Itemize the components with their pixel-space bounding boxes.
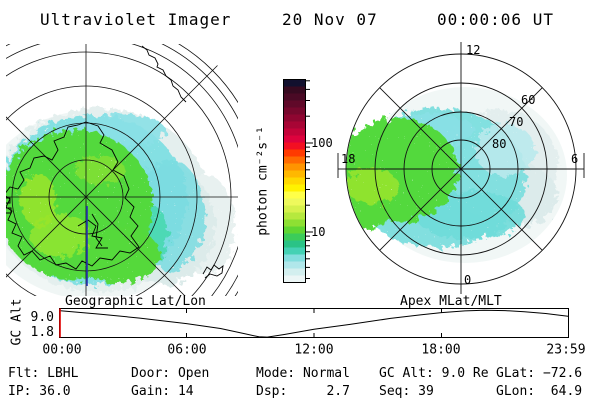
mlt-label-12: 12 — [466, 43, 481, 57]
ytick-1-8: 1.8 — [30, 325, 54, 340]
aurora-image-apex — [346, 87, 567, 263]
xtick-1200: 12:00 — [294, 342, 334, 358]
plot-title-apex: Apex MLat/MLT — [400, 294, 502, 309]
xtick-2359: 23:59 — [546, 342, 586, 358]
xtick-0000: 00:00 — [42, 342, 82, 358]
status-dsp: Dsp: 2.7 — [256, 384, 350, 399]
mlt-label-0: 0 — [464, 273, 472, 287]
status-seq: Seq: 39 — [379, 384, 434, 399]
apex-grid — [337, 42, 585, 294]
time-label: 00:00:06 UT — [437, 10, 554, 29]
geographic-grid — [6, 44, 238, 296]
geographic-plot — [6, 44, 238, 296]
xtick-0600: 06:00 — [167, 342, 207, 358]
app-title: Ultraviolet Imager — [40, 10, 232, 29]
timeline-plot — [58, 308, 570, 338]
colorbar-ticks — [306, 80, 313, 279]
status-door: Door: Open — [131, 366, 210, 381]
antarctica-coastline — [6, 45, 224, 279]
mlat-label-60: 60 — [521, 93, 536, 107]
colorbar-tick-100: 100 — [311, 136, 333, 150]
colorbar-units-label: photon cm⁻²s⁻¹ — [255, 126, 271, 236]
colorbar-tick-10: 10 — [311, 225, 326, 239]
colorbar-gradient — [284, 79, 305, 284]
status-gain: Gain: 14 — [131, 384, 194, 399]
status-flt: Flt: LBHL — [8, 366, 79, 381]
status-gc-alt: GC Alt: 9.0 Re — [379, 366, 489, 381]
colorbar-frame — [283, 79, 306, 283]
status-glat: GLat: −72.6 — [496, 366, 583, 381]
date-label: 20 Nov 07 — [282, 10, 378, 29]
mlat-label-70: 70 — [509, 115, 524, 129]
mlt-label-6: 6 — [571, 152, 579, 166]
gc-alt-curve — [58, 309, 570, 338]
mlt-label-18: 18 — [341, 152, 356, 166]
status-ip: IP: 36.0 — [8, 384, 71, 399]
plot-title-geographic: Geographic Lat/Lon — [65, 294, 206, 309]
status-mode: Mode: Normal — [256, 366, 350, 381]
status-glon: GLon: 64.9 — [496, 384, 583, 399]
aurora-image-geographic — [6, 108, 235, 296]
ytick-9-0: 9.0 — [30, 310, 54, 325]
xtick-1800: 18:00 — [421, 342, 461, 358]
apex-plot — [346, 87, 567, 263]
mlat-label-80: 80 — [492, 137, 507, 151]
gc-alt-axis-label: GC Alt — [9, 298, 25, 346]
